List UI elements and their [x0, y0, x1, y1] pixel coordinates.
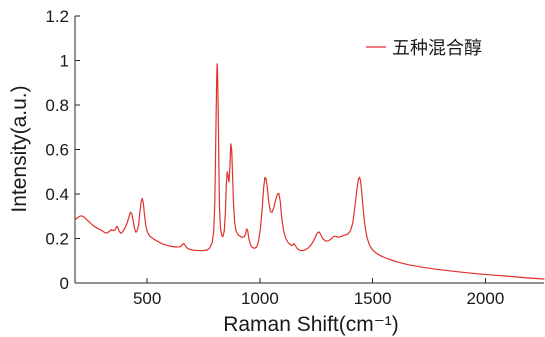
- y-axis-label: Intensity(a.u.): [8, 85, 31, 212]
- y-tick-label: 0.6: [45, 141, 69, 160]
- x-tick-label: 1500: [354, 289, 392, 308]
- y-tick-label: 0.2: [45, 230, 69, 249]
- x-tick-label: 500: [133, 289, 161, 308]
- series-line: [74, 63, 545, 280]
- plot-area: [74, 63, 545, 280]
- y-tick-label: 0.8: [45, 96, 69, 115]
- y-tick-label: 0.4: [45, 185, 69, 204]
- x-tick-label: 1000: [241, 289, 279, 308]
- x-axis-label: Raman Shift(cm⁻¹): [223, 313, 399, 336]
- axes: 0 0.2 0.4 0.6 0.8 1 1.2 500 1000 1500 2000: [45, 7, 544, 308]
- legend: 五种混合醇: [366, 38, 482, 59]
- legend-label: 五种混合醇: [392, 38, 482, 59]
- y-tick-label: 1: [60, 52, 69, 71]
- y-tick-label: 1.2: [45, 7, 69, 26]
- y-tick-label: 0: [60, 274, 69, 293]
- x-tick-label: 2000: [466, 289, 504, 308]
